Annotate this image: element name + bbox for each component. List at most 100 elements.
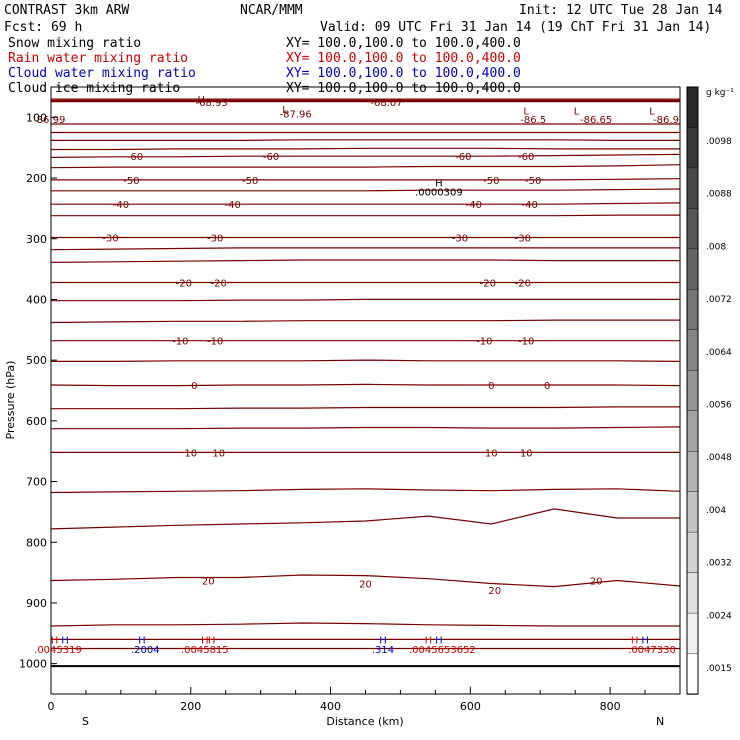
plot-area: 86.99-68.93-87.96-68.07-86.5 -86.65 -86.9H… bbox=[34, 95, 681, 668]
contour-label: -86.9 bbox=[653, 115, 679, 126]
contour-label: 20 bbox=[488, 586, 501, 597]
colorbar-tick-label: .0015 bbox=[706, 664, 732, 674]
contour-label: .2004 bbox=[131, 645, 160, 656]
contour-label: .314 bbox=[372, 645, 394, 656]
x-tick-label: 0 bbox=[48, 700, 55, 713]
temperature-contour bbox=[51, 359, 681, 362]
temperature-contour bbox=[51, 139, 680, 141]
x-end-label-south: S bbox=[82, 715, 89, 728]
colorbar-tick-label: .0032 bbox=[706, 559, 732, 569]
colorbar-tick-label: .0072 bbox=[706, 295, 732, 305]
contour-label: .0045653652 bbox=[409, 645, 476, 656]
colorbar-swatch bbox=[686, 248, 699, 291]
contour-label: -20 bbox=[211, 279, 227, 290]
header-valid: Valid: 09 UTC Fri 31 Jan 14 (19 ChT Fri … bbox=[320, 20, 711, 35]
colorbar-swatch bbox=[686, 491, 699, 533]
contour-label: 20 bbox=[359, 580, 372, 591]
colorbar-unit: g kg⁻¹ bbox=[706, 88, 734, 98]
colorbar-swatch bbox=[686, 86, 699, 129]
plot-frame bbox=[50, 86, 681, 695]
y-tick-label: 400 bbox=[26, 293, 47, 306]
contour-label: H bbox=[641, 635, 649, 646]
contour-label: -60 bbox=[127, 152, 143, 163]
contour-label: 20 bbox=[590, 577, 603, 588]
colorbar-swatch bbox=[686, 329, 699, 371]
colorbar-frame bbox=[686, 86, 699, 695]
legend-snow: Snow mixing ratio bbox=[8, 36, 141, 51]
colorbar-swatch bbox=[686, 289, 699, 331]
y-axis: 100 200 300 400 500 600 700 800 900 1000 bbox=[19, 111, 57, 671]
x-tick-label: 200 bbox=[180, 700, 201, 713]
colorbar-tick-label: .0024 bbox=[706, 611, 732, 621]
x-axis-label: Distance (km) bbox=[326, 715, 403, 728]
y-tick-label: 700 bbox=[26, 476, 47, 489]
contour-label: .0047330 bbox=[628, 645, 676, 656]
x-end-label-north: N bbox=[656, 715, 664, 728]
colorbar-swatch bbox=[686, 451, 699, 493]
colorbar-swatch bbox=[686, 531, 699, 574]
contour-label: -50 bbox=[123, 176, 139, 187]
colorbar-tick-label: .0048 bbox=[706, 453, 732, 463]
contour-label: -86.5 bbox=[520, 115, 546, 126]
contour-label: -10 bbox=[207, 337, 223, 348]
contour-label: 0 bbox=[488, 381, 494, 392]
temperature-contour bbox=[50, 153, 681, 158]
y-tick-label: 900 bbox=[26, 597, 47, 610]
contour-label: -60 bbox=[518, 152, 534, 163]
header-init: Init: 12 UTC Tue 28 Jan 14 bbox=[519, 3, 723, 18]
contour-label: 10 bbox=[212, 448, 225, 459]
contour-label: -30 bbox=[515, 234, 531, 245]
contour-label: .0045319 bbox=[34, 645, 82, 656]
y-tick-label: 1000 bbox=[19, 658, 47, 671]
contour-label: H bbox=[435, 178, 443, 189]
contour-label: -30 bbox=[102, 234, 118, 245]
temperature-contour bbox=[51, 188, 681, 192]
temperature-contour bbox=[50, 247, 680, 251]
temperature-contour bbox=[50, 508, 680, 530]
contour-label: -40 bbox=[522, 200, 538, 211]
contour-label: H bbox=[51, 635, 59, 646]
temperature-contour bbox=[50, 622, 680, 627]
temperature-contour bbox=[51, 214, 680, 217]
contour-label: 10 bbox=[485, 448, 498, 459]
contour-label: -87.96 bbox=[279, 110, 311, 121]
y-axis-label: Pressure (hPa) bbox=[4, 361, 17, 440]
contour-label: 20 bbox=[202, 577, 215, 588]
colorbar-swatch bbox=[686, 653, 699, 695]
colorbar-swatch bbox=[686, 127, 699, 169]
contour-label: -86.65 bbox=[580, 115, 612, 126]
contour-label: -10 bbox=[518, 337, 534, 348]
x-tick-label: 400 bbox=[320, 700, 341, 713]
temperature-contour bbox=[50, 259, 680, 263]
contour-label: -20 bbox=[176, 279, 192, 290]
contour-label: H bbox=[208, 635, 216, 646]
contour-label: -68.07 bbox=[370, 98, 402, 109]
temperature-contour bbox=[51, 147, 680, 151]
contour-label: -50 bbox=[483, 176, 499, 187]
colorbar-swatch bbox=[686, 572, 699, 614]
contour-label: -20 bbox=[480, 279, 496, 290]
contour-label: -10 bbox=[172, 337, 188, 348]
contour-label: L bbox=[574, 107, 580, 118]
temperature-contour bbox=[51, 406, 680, 410]
colorbar-tick-label: .0056 bbox=[706, 401, 732, 411]
contour-label: H bbox=[631, 635, 639, 646]
temperature-contour bbox=[50, 164, 681, 169]
temperature-contour bbox=[51, 202, 681, 205]
contour-label: H bbox=[61, 635, 69, 646]
legend-cloud-water: Cloud water mixing ratio bbox=[8, 66, 196, 81]
y-tick-label: 800 bbox=[26, 536, 47, 549]
contour-label: H bbox=[138, 635, 146, 646]
contour-label: -50 bbox=[242, 176, 258, 187]
legend-rain: Rain water mixing ratio bbox=[8, 51, 188, 66]
temperature-contour bbox=[51, 426, 681, 430]
legend-cloud-ice: Cloud ice mixing ratio bbox=[8, 81, 180, 96]
contour-label: 10 bbox=[520, 448, 533, 459]
contour-label: -10 bbox=[476, 337, 492, 348]
contour-label: 0 bbox=[191, 381, 197, 392]
contour-label: 0 bbox=[544, 381, 550, 392]
temperature-contour bbox=[51, 298, 680, 302]
y-tick-label: 100 bbox=[26, 111, 47, 124]
y-tick-label: 500 bbox=[26, 354, 47, 367]
colorbar-tick-label: .0064 bbox=[706, 348, 732, 358]
